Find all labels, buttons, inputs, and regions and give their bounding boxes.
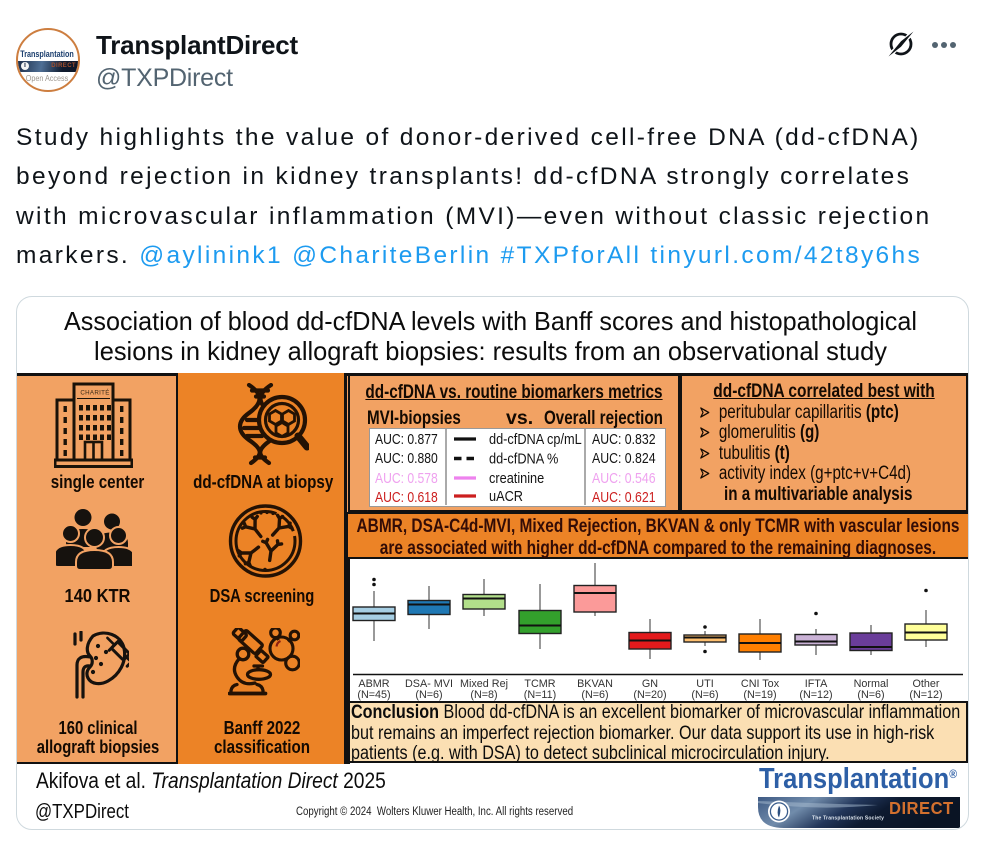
svg-text:IFTA: IFTA	[805, 678, 828, 690]
svg-text:DSA- MVI: DSA- MVI	[405, 678, 453, 690]
svg-text:(N=19): (N=19)	[743, 689, 776, 701]
svg-text:Normal: Normal	[854, 678, 889, 690]
svg-text:The Transplantation Society: The Transplantation Society	[812, 816, 884, 822]
svg-text:DIRECT: DIRECT	[889, 799, 954, 818]
svg-text:Mixed Rej: Mixed Rej	[460, 678, 508, 690]
svg-text:(N=20): (N=20)	[633, 689, 666, 701]
svg-text:ABMR: ABMR	[358, 678, 389, 690]
svg-text:(N=6): (N=6)	[691, 689, 718, 701]
svg-text:dd-cfDNA %: dd-cfDNA %	[489, 449, 558, 466]
svg-text:(N=6): (N=6)	[857, 689, 884, 701]
svg-text:CNI Tox: CNI Tox	[741, 678, 780, 690]
svg-text:GN: GN	[642, 678, 658, 690]
svg-text:dd-cfDNA cp/mL: dd-cfDNA cp/mL	[489, 430, 582, 447]
svg-text:(N=12): (N=12)	[909, 689, 942, 701]
svg-text:BKVAN: BKVAN	[577, 678, 613, 690]
svg-text:(N=45): (N=45)	[357, 689, 390, 701]
svg-text:(N=11): (N=11)	[524, 689, 557, 701]
svg-text:TCMR: TCMR	[524, 678, 555, 690]
svg-text:(N=6): (N=6)	[581, 689, 608, 701]
svg-text:(N=8): (N=8)	[470, 689, 497, 701]
svg-text:creatinine: creatinine	[489, 469, 544, 486]
svg-text:uACR: uACR	[489, 487, 523, 504]
svg-text:(N=6): (N=6)	[415, 689, 442, 701]
svg-text:UTI: UTI	[696, 678, 713, 690]
svg-text:CHARITÉ: CHARITÉ	[80, 390, 109, 397]
svg-text:Other: Other	[912, 678, 939, 690]
svg-text:(N=12): (N=12)	[799, 689, 832, 701]
